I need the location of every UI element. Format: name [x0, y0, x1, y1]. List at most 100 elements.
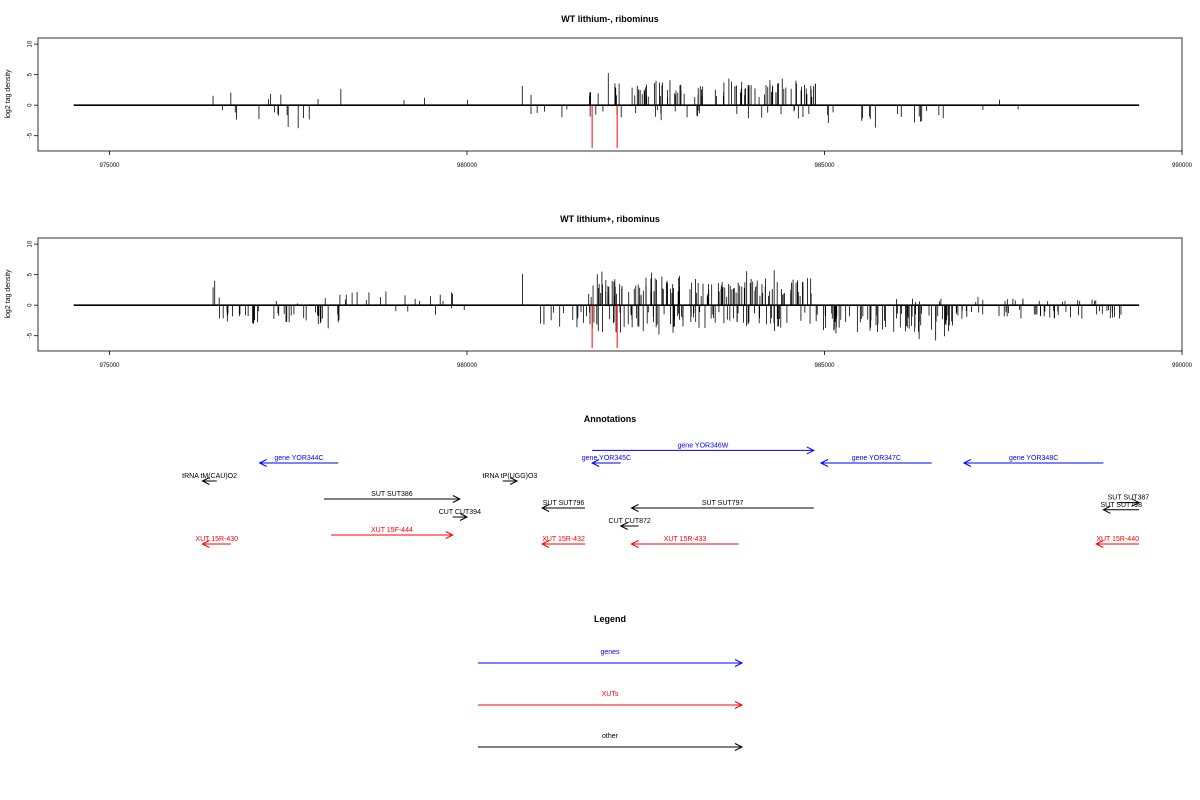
annotation-features: tRNA tM(CAU)O2 gene YOR344C SUT SUT386 CUT … [182, 442, 1150, 548]
legend-arrow-head [734, 659, 744, 667]
annotation-label: SUT SUT387 [1108, 495, 1150, 502]
legend-arrow-head [734, 701, 744, 709]
panel1-ylabel: log2 tag density [5, 69, 12, 119]
legend-label: genes [600, 649, 620, 656]
annotation-arrow-head [806, 446, 815, 455]
annotation-feature: XUT 15R-430 [195, 536, 238, 548]
y-tick-label: 0 [28, 303, 34, 307]
annotation-arrow-head [509, 477, 519, 485]
annotation-label: XUT 15R-440 [1096, 536, 1139, 543]
annotation-feature: CUT CUT872 [609, 518, 651, 530]
legend-entry: XUTs [478, 691, 744, 709]
panel2-frame [37, 237, 1183, 352]
panel2-x-axis: 975000 980000 985000 990000 [99, 351, 1193, 369]
panel2-ylabel: log2 tag density [5, 269, 12, 319]
annotation-feature: SUT SUT797 [630, 500, 814, 512]
annotation-label: gene YOR348C [1009, 455, 1058, 462]
annotation-label: gene YOR344C [274, 455, 323, 462]
y-tick-label: 0 [28, 103, 34, 107]
annotation-arrow-head [591, 459, 600, 467]
panel-lithium-plus: WT lithium+, ribominus log2 tag density … [5, 214, 1193, 369]
annotation-feature: SUT SUT796 [540, 500, 585, 512]
annotation-arrow-head [201, 540, 210, 548]
panel1-y-axis: -5 0 5 10 [28, 40, 38, 138]
annotation-label: CUT CUT872 [609, 518, 651, 525]
annotation-label: gene YOR346W [678, 442, 729, 449]
x-tick-label: 985000 [814, 363, 835, 369]
annotation-arrow-head [540, 540, 550, 548]
annotation-label: tRNA tM(CAU)O2 [182, 473, 237, 480]
annotation-feature: XUT 15R-432 [540, 536, 585, 548]
annotation-arrow-head [619, 522, 628, 530]
annotation-arrow-head [962, 459, 972, 467]
annotation-arrow-head [258, 459, 267, 467]
y-tick-label: 10 [28, 40, 34, 47]
annotations-title: Annotations [584, 414, 637, 424]
annotation-arrow-head [1095, 540, 1104, 548]
annotation-label: gene YOR347C [852, 455, 901, 462]
annotation-feature: gene YOR347C [819, 455, 932, 467]
annotation-label: SUT SUT386 [371, 491, 413, 498]
annotation-feature: SUT SUT387 [1108, 495, 1150, 507]
annotation-arrow-head [630, 540, 639, 548]
annotation-label: tRNA tP(UGG)O3 [482, 473, 537, 480]
annotation-label: SUT SUT796 [543, 500, 585, 507]
annotation-label: SUT SUT797 [702, 500, 744, 507]
annotation-feature: tRNA tP(UGG)O3 [482, 473, 537, 485]
annotation-arrow-head [445, 531, 454, 539]
legend-label: other [602, 733, 619, 740]
annotation-feature: gene YOR344C [258, 455, 339, 467]
panel2-title: WT lithium+, ribominus [560, 214, 660, 224]
x-tick-label: 975000 [99, 163, 120, 169]
annotation-label: XUT 15F-444 [371, 527, 413, 534]
legend-panel: Legend genes XUTs other [478, 614, 744, 751]
panel1-frame [37, 37, 1183, 152]
annotation-arrow-head [540, 504, 550, 512]
panel-lithium-minus: WT lithium-, ribominus log2 tag density … [5, 14, 1193, 169]
panel1-x-axis: 975000 980000 985000 990000 [99, 151, 1193, 169]
panel2-bars [73, 270, 1140, 348]
annotation-feature: SUT SUT798 [1100, 502, 1142, 514]
panel2-y-axis: -5 0 5 10 [28, 240, 38, 338]
annotation-feature: gene YOR345C [582, 455, 631, 467]
annotation-feature: tRNA tM(CAU)O2 [182, 473, 237, 485]
annotation-feature: XUT 15F-444 [331, 527, 454, 539]
y-tick-label: -5 [28, 132, 34, 138]
annotation-arrow-head [201, 477, 210, 485]
legend-arrow-head [734, 743, 744, 751]
annotations-panel: Annotations tRNA tM(CAU)O2 gene YOR344C SU… [182, 414, 1149, 548]
y-tick-label: 5 [28, 272, 34, 276]
legend-entry: genes [478, 649, 744, 667]
x-tick-label: 990000 [1172, 163, 1193, 169]
panel1-title: WT lithium-, ribominus [561, 14, 659, 24]
legend-entries: genes XUTs other [478, 649, 744, 751]
annotation-feature: CUT CUT394 [439, 509, 481, 521]
panel1-bars [73, 73, 1140, 148]
annotation-arrow-head [1102, 505, 1111, 514]
legend-entry: other [478, 733, 744, 751]
annotation-arrow-head [819, 459, 829, 467]
x-tick-label: 975000 [99, 363, 120, 369]
annotation-label: XUT 15R-430 [195, 536, 238, 543]
annotation-label: CUT CUT394 [439, 509, 481, 516]
annotation-label: XUT 15R-433 [664, 536, 707, 543]
annotation-arrow-head [1131, 498, 1141, 507]
x-tick-label: 990000 [1172, 363, 1193, 369]
y-tick-label: 5 [28, 72, 34, 76]
legend-title: Legend [594, 614, 626, 624]
annotation-arrow-head [630, 504, 639, 512]
legend-label: XUTs [602, 691, 619, 698]
annotation-feature: XUT 15R-440 [1095, 536, 1140, 548]
annotation-arrow-head [459, 513, 469, 521]
x-tick-label: 980000 [457, 363, 478, 369]
annotation-feature: gene YOR348C [962, 455, 1104, 467]
annotation-label: SUT SUT798 [1100, 502, 1142, 509]
annotation-arrow-head [452, 495, 461, 503]
y-tick-label: -5 [28, 332, 34, 338]
annotation-feature: SUT SUT386 [324, 491, 461, 503]
annotation-feature: XUT 15R-433 [630, 536, 739, 548]
x-tick-label: 985000 [814, 163, 835, 169]
y-tick-label: 10 [28, 240, 34, 247]
x-tick-label: 980000 [457, 163, 478, 169]
